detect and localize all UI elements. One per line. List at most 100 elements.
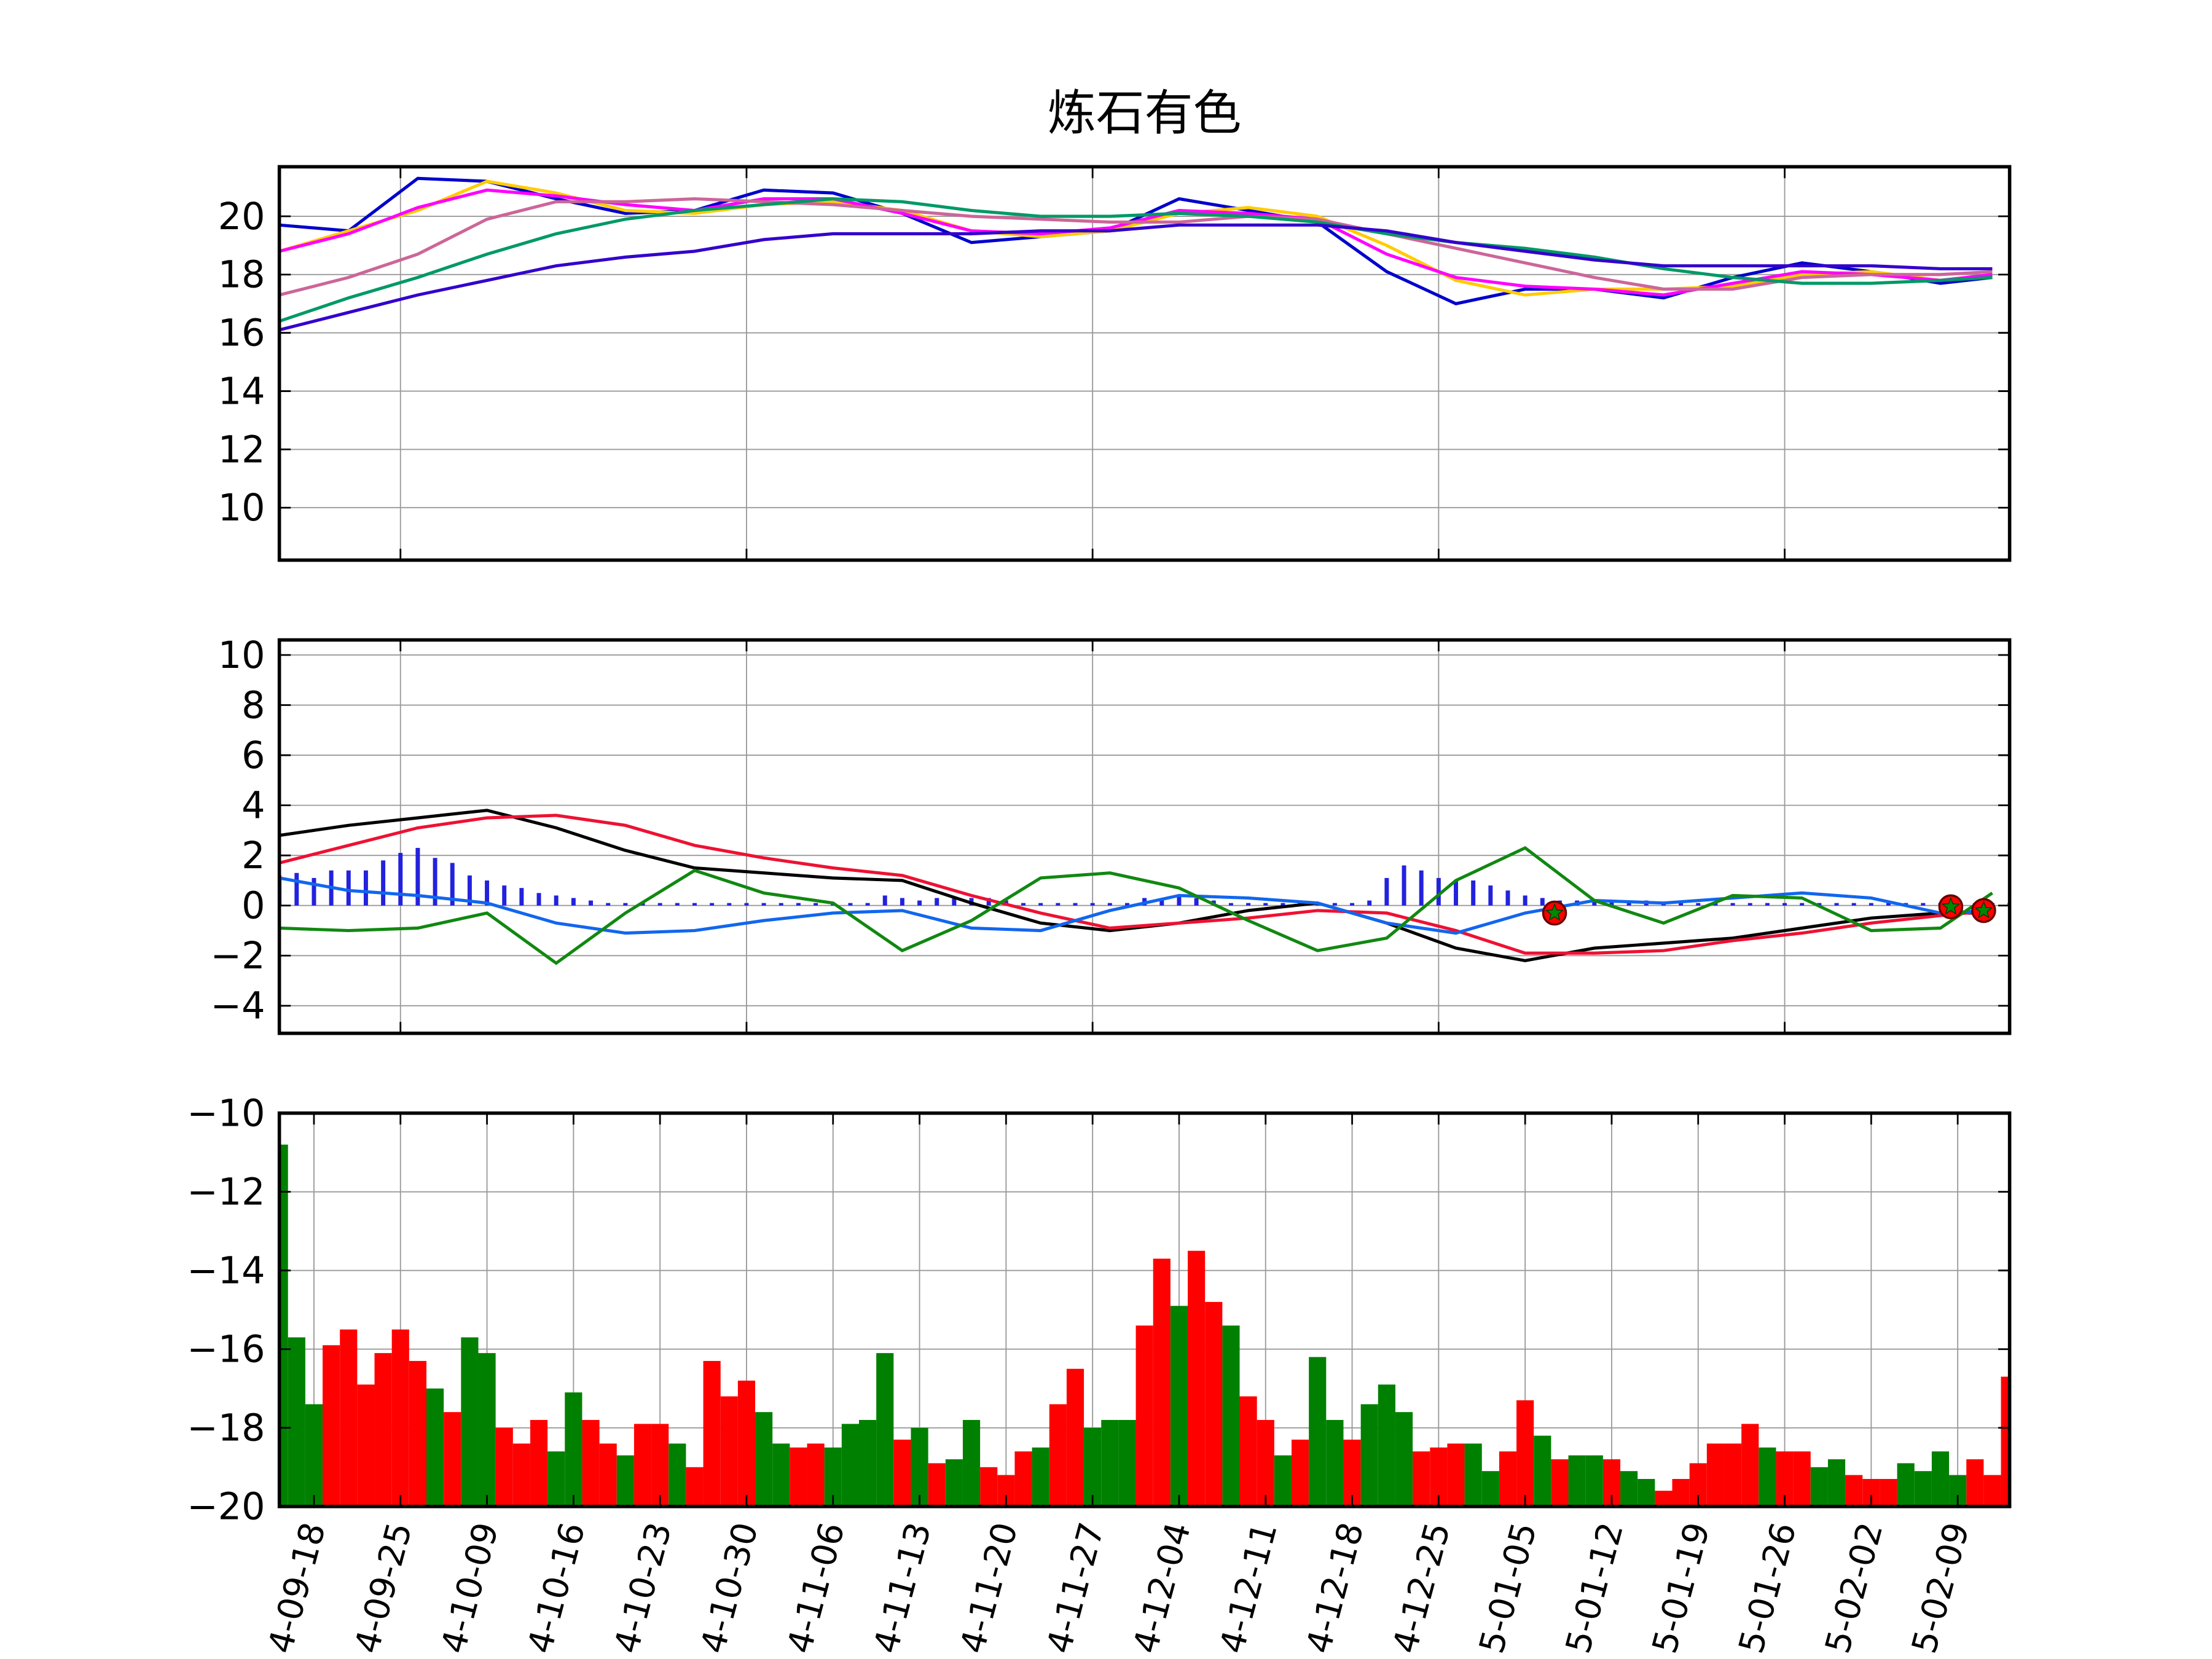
y-tick-label: 0 bbox=[241, 885, 265, 928]
y-tick-label: 18 bbox=[218, 254, 265, 297]
bar bbox=[710, 903, 715, 906]
bar bbox=[512, 1443, 530, 1507]
axes-frame bbox=[277, 165, 2012, 562]
bar bbox=[1170, 1306, 1188, 1507]
bar bbox=[1205, 1301, 1223, 1507]
bar bbox=[1326, 1419, 1344, 1507]
marker bbox=[1542, 900, 1567, 926]
bar bbox=[623, 903, 628, 906]
bar bbox=[807, 1443, 825, 1507]
bar bbox=[841, 1424, 859, 1507]
bar bbox=[669, 1443, 686, 1507]
bar bbox=[1291, 1439, 1309, 1507]
x-tick-label: 4-12-25 bbox=[1385, 1518, 1458, 1658]
bar bbox=[865, 903, 870, 906]
y-tick-label: 20 bbox=[218, 195, 265, 238]
bar bbox=[288, 1337, 305, 1507]
bar bbox=[1066, 1368, 1084, 1507]
bar bbox=[640, 903, 645, 906]
bar bbox=[589, 900, 593, 906]
bar bbox=[1367, 900, 1372, 906]
line bbox=[279, 188, 1993, 297]
bar bbox=[980, 1467, 998, 1507]
bar bbox=[1188, 1250, 1206, 1507]
bar bbox=[478, 1353, 496, 1507]
bar bbox=[737, 1380, 756, 1507]
bar bbox=[363, 870, 368, 906]
bar bbox=[1263, 903, 1268, 906]
bar bbox=[374, 1353, 392, 1507]
bar bbox=[1360, 1404, 1378, 1507]
bar bbox=[426, 1388, 444, 1507]
line bbox=[279, 845, 1993, 965]
bar bbox=[519, 888, 524, 906]
bar bbox=[415, 847, 420, 906]
bar bbox=[952, 898, 957, 906]
panel: 炼石有色 10 12 14 16 18 20 bbox=[218, 85, 2012, 562]
axes-frame bbox=[277, 638, 2012, 1035]
x-tick-label: 4-12-04 bbox=[1126, 1518, 1199, 1658]
x-tick-label: 4-10-09 bbox=[434, 1518, 507, 1658]
bar bbox=[1413, 1451, 1430, 1507]
bar bbox=[1516, 1400, 1534, 1507]
panel: −20−18−16−14−12−104-09-18 4-09-25 4-10-09 4… bbox=[187, 1092, 2012, 1658]
bar bbox=[1696, 903, 1701, 906]
bar bbox=[858, 1419, 877, 1507]
bar bbox=[917, 900, 922, 906]
line bbox=[279, 809, 1993, 963]
bar bbox=[1845, 1475, 1863, 1507]
bar bbox=[1747, 903, 1752, 906]
bar bbox=[554, 895, 559, 906]
bar bbox=[1897, 1463, 1915, 1507]
bar bbox=[945, 1459, 963, 1507]
bar bbox=[1239, 1396, 1257, 1507]
bar bbox=[1471, 880, 1476, 906]
y-tick-label: 2 bbox=[241, 834, 265, 877]
bar bbox=[692, 903, 697, 906]
bar bbox=[1800, 903, 1805, 906]
line bbox=[279, 814, 1993, 955]
bar bbox=[1886, 903, 1891, 906]
bar bbox=[279, 1144, 288, 1507]
x-tick-label: 5-01-26 bbox=[1732, 1518, 1805, 1658]
marker-star bbox=[1545, 903, 1564, 921]
plot-area bbox=[279, 1113, 2010, 1507]
bar bbox=[1869, 903, 1873, 906]
x-tick-label: 5-02-02 bbox=[1818, 1518, 1891, 1658]
bar bbox=[1724, 1443, 1742, 1507]
bar bbox=[772, 1443, 790, 1507]
bar bbox=[1049, 1404, 1067, 1507]
bar bbox=[1609, 900, 1614, 906]
bar bbox=[340, 1329, 358, 1507]
bar bbox=[495, 1427, 513, 1507]
bar bbox=[1568, 1455, 1586, 1507]
bar bbox=[565, 1392, 582, 1507]
bar bbox=[1246, 903, 1251, 906]
bar bbox=[1124, 903, 1129, 906]
bar bbox=[1402, 865, 1406, 906]
y-tick-label: −16 bbox=[187, 1328, 265, 1371]
bar bbox=[1810, 1467, 1828, 1507]
bar bbox=[1523, 895, 1528, 906]
bar bbox=[1931, 1451, 1950, 1507]
bar bbox=[1436, 877, 1441, 906]
bar bbox=[1419, 870, 1424, 906]
bar bbox=[1118, 1419, 1136, 1507]
bar bbox=[312, 877, 316, 906]
x-tick-label: 4-10-16 bbox=[520, 1518, 593, 1658]
x-tick-label: 4-12-11 bbox=[1212, 1518, 1285, 1658]
line bbox=[279, 223, 1993, 332]
y-tick-label: 16 bbox=[218, 312, 265, 355]
bar bbox=[744, 903, 749, 906]
x-tick-label: 5-02-09 bbox=[1904, 1518, 1977, 1658]
bar bbox=[928, 1463, 946, 1507]
bar bbox=[1101, 1419, 1119, 1507]
x-tick-label: 5-01-19 bbox=[1645, 1518, 1718, 1658]
x-tick-label: 4-12-18 bbox=[1299, 1518, 1372, 1658]
bar bbox=[1090, 903, 1095, 906]
line bbox=[279, 197, 1993, 323]
panel: −4 −2 0 2 4 6 8 10 bbox=[211, 634, 2012, 1035]
bar bbox=[1793, 1451, 1811, 1507]
bar bbox=[294, 873, 299, 906]
y-tick-label: 12 bbox=[218, 428, 265, 471]
